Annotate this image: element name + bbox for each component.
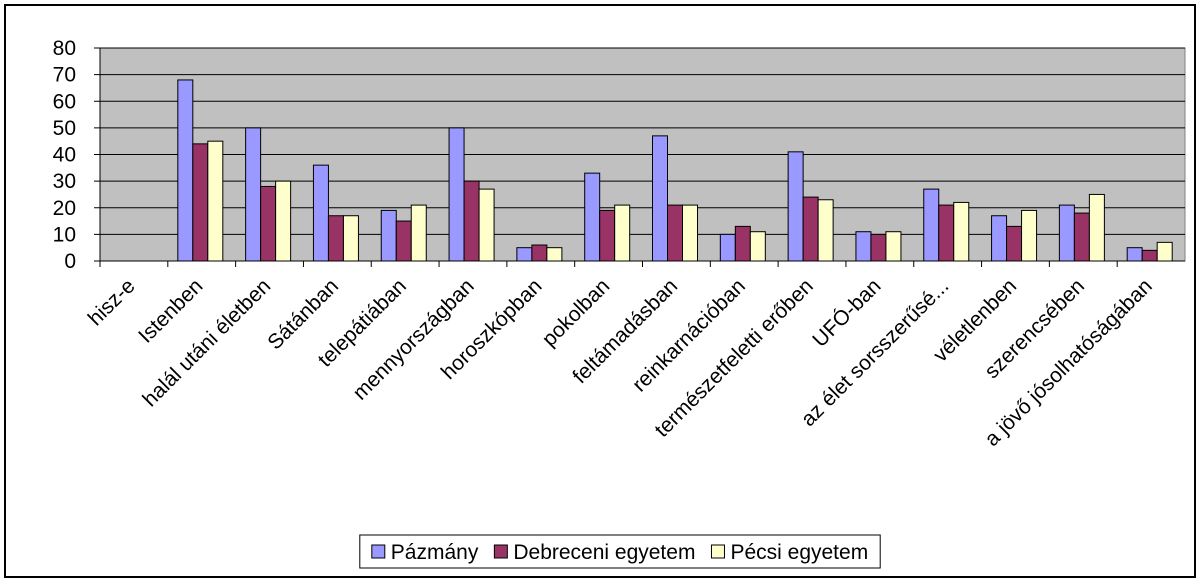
bar <box>855 231 872 262</box>
y-tick-label: 10 <box>53 223 76 246</box>
bar <box>380 209 397 262</box>
bar <box>991 215 1008 262</box>
bar <box>953 201 970 262</box>
bar <box>787 151 804 262</box>
bar <box>667 204 683 262</box>
bar <box>327 215 344 262</box>
bar <box>1058 204 1075 262</box>
y-tick-label: 60 <box>53 90 76 113</box>
bar <box>546 247 563 262</box>
bar <box>342 215 359 262</box>
legend-label: Pécsi egyetem <box>730 541 868 564</box>
legend: Pázmány Debreceni egyetem Pécsi egyetem <box>359 534 881 569</box>
legend-swatch <box>493 544 508 559</box>
y-tick-label: 70 <box>53 64 76 87</box>
bar <box>478 188 495 262</box>
bar <box>652 135 668 262</box>
legend-swatch <box>371 544 386 559</box>
bar <box>1126 247 1143 262</box>
bar <box>1021 209 1038 262</box>
y-tick-label: 40 <box>53 144 76 167</box>
bar <box>749 231 766 262</box>
bar <box>207 140 224 262</box>
bar <box>734 225 751 262</box>
bar <box>395 220 412 262</box>
bar <box>614 204 631 262</box>
bar <box>245 127 262 262</box>
bar <box>463 180 480 262</box>
bar <box>448 127 465 262</box>
bar <box>1073 212 1090 262</box>
legend-box <box>359 534 881 569</box>
y-tick-label: 80 <box>53 37 76 60</box>
bar <box>516 247 533 262</box>
bar <box>682 204 698 262</box>
bar <box>885 231 902 262</box>
y-tick-label: 30 <box>53 170 76 193</box>
bar <box>531 244 548 262</box>
bar <box>1156 241 1173 262</box>
bar <box>870 233 887 262</box>
y-tick-label: 0 <box>64 250 76 273</box>
bar <box>1006 225 1023 262</box>
bar <box>817 199 834 262</box>
bar <box>938 204 955 262</box>
bar <box>1141 249 1158 262</box>
bar <box>923 188 940 262</box>
bar <box>719 233 736 262</box>
bar <box>584 172 601 262</box>
bar <box>1088 193 1105 262</box>
legend-swatch <box>710 544 725 559</box>
legend-label: Pázmány <box>391 541 479 564</box>
bar <box>260 185 277 262</box>
bar <box>275 180 292 262</box>
bar <box>312 164 329 262</box>
bar <box>599 209 616 262</box>
bar <box>192 143 209 262</box>
y-tick-label: 20 <box>53 197 76 220</box>
y-tick-label: 50 <box>53 117 76 140</box>
bar <box>177 79 194 262</box>
bar <box>802 196 819 262</box>
bar <box>410 204 427 262</box>
legend-label: Debreceni egyetem <box>513 541 695 564</box>
